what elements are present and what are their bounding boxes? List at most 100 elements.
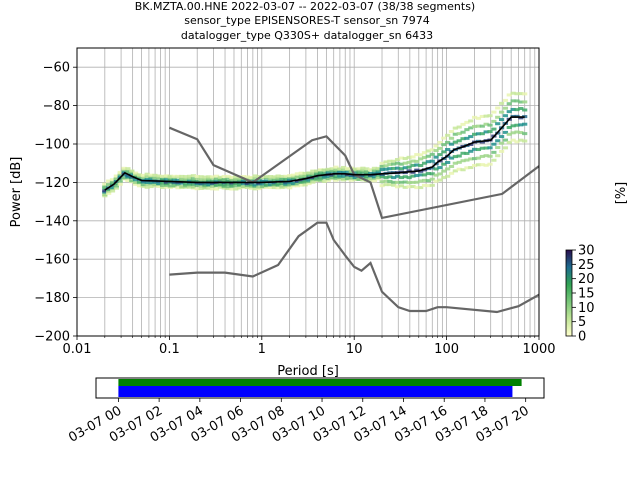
density-cell: [387, 175, 393, 179]
density-cell: [394, 161, 401, 165]
density-cell: [341, 165, 347, 169]
density-cell: [410, 174, 416, 178]
density-cell: [491, 110, 497, 114]
density-cell: [117, 179, 123, 183]
density-cell: [522, 108, 528, 112]
density-cell: [144, 172, 150, 176]
density-cell: [456, 160, 462, 164]
density-cell: [144, 178, 150, 182]
density-cell: [394, 185, 401, 189]
y-tick-label: −200: [34, 330, 70, 345]
density-cell: [240, 175, 247, 179]
density-cell: [522, 139, 528, 143]
x-tick-label: 10: [346, 342, 363, 357]
density-cell: [406, 160, 412, 164]
density-cell: [233, 177, 239, 181]
density-cell: [325, 167, 331, 171]
density-cell: [129, 169, 135, 173]
density-cell: [506, 140, 512, 144]
density-cell: [283, 185, 289, 189]
density-cell: [329, 176, 335, 180]
density-cell: [275, 176, 281, 180]
density-cell: [479, 132, 485, 136]
density-cell: [287, 186, 293, 190]
y-tick-label: −100: [34, 138, 70, 153]
density-cell: [267, 175, 274, 179]
density-cell: [387, 179, 393, 183]
density-cell: [217, 183, 223, 187]
density-cell: [402, 166, 408, 170]
density-cell: [510, 99, 516, 103]
density-cell: [290, 184, 297, 188]
density-cell: [287, 177, 293, 181]
density-cell: [159, 183, 166, 187]
density-cell: [306, 182, 312, 186]
density-cell: [414, 180, 420, 184]
density-cell: [144, 175, 150, 179]
density-cell: [194, 179, 200, 183]
density-cell: [306, 171, 312, 175]
density-cell: [171, 184, 177, 188]
density-cell: [475, 148, 482, 152]
density-cell: [514, 130, 520, 134]
density-cell: [448, 136, 455, 140]
density-cell: [267, 183, 274, 187]
density-cell: [229, 177, 235, 181]
density-cell: [136, 184, 143, 188]
density-cell: [518, 123, 524, 127]
density-cell: [337, 169, 343, 173]
density-cell: [163, 174, 170, 178]
density-cell: [325, 170, 331, 174]
new-low-noise-model-line: [169, 221, 539, 314]
density-cell: [491, 158, 497, 162]
density-cell: [479, 124, 485, 128]
density-cell: [375, 170, 381, 174]
density-cell: [445, 133, 451, 137]
density-cell: [502, 106, 509, 110]
density-cell: [294, 184, 301, 188]
density-cell: [498, 135, 505, 139]
density-cell: [206, 178, 212, 182]
density-cell: [159, 185, 166, 189]
density-cell: [256, 175, 262, 179]
density-cell: [433, 179, 439, 183]
density-cell: [152, 173, 158, 177]
density-cell: [290, 175, 297, 179]
density-cell: [317, 171, 324, 175]
density-cell: [179, 174, 185, 178]
density-cell: [202, 179, 208, 183]
density-cell: [310, 169, 316, 173]
density-cell: [421, 151, 428, 155]
density-cell: [163, 178, 170, 182]
density-cell: [510, 138, 516, 142]
density-cell: [133, 182, 139, 186]
density-cell: [271, 182, 277, 186]
density-cell: [198, 186, 204, 190]
density-cell: [175, 186, 181, 190]
density-cell: [368, 171, 374, 175]
density-cell: [117, 174, 123, 178]
density-cell: [472, 132, 478, 136]
density-cell: [341, 174, 347, 178]
density-cell: [333, 168, 339, 172]
density-cell: [414, 174, 420, 178]
density-cell: [225, 179, 231, 183]
density-cell: [206, 176, 212, 180]
density-cell: [506, 102, 512, 106]
density-cell: [364, 167, 370, 171]
density-cell: [329, 167, 335, 171]
density-cell: [271, 186, 277, 190]
density-cell: [317, 168, 324, 172]
density-cell: [475, 116, 482, 120]
density-cell: [290, 176, 297, 180]
density-cell: [360, 168, 366, 172]
density-cell: [175, 179, 181, 183]
density-cell: [325, 177, 331, 181]
density-cell: [402, 180, 408, 184]
series-lines: [104, 116, 539, 314]
density-cell: [113, 174, 119, 178]
density-cell: [102, 182, 108, 186]
density-cell: [487, 154, 493, 158]
density-cell: [252, 183, 258, 187]
density-cell: [429, 166, 435, 170]
